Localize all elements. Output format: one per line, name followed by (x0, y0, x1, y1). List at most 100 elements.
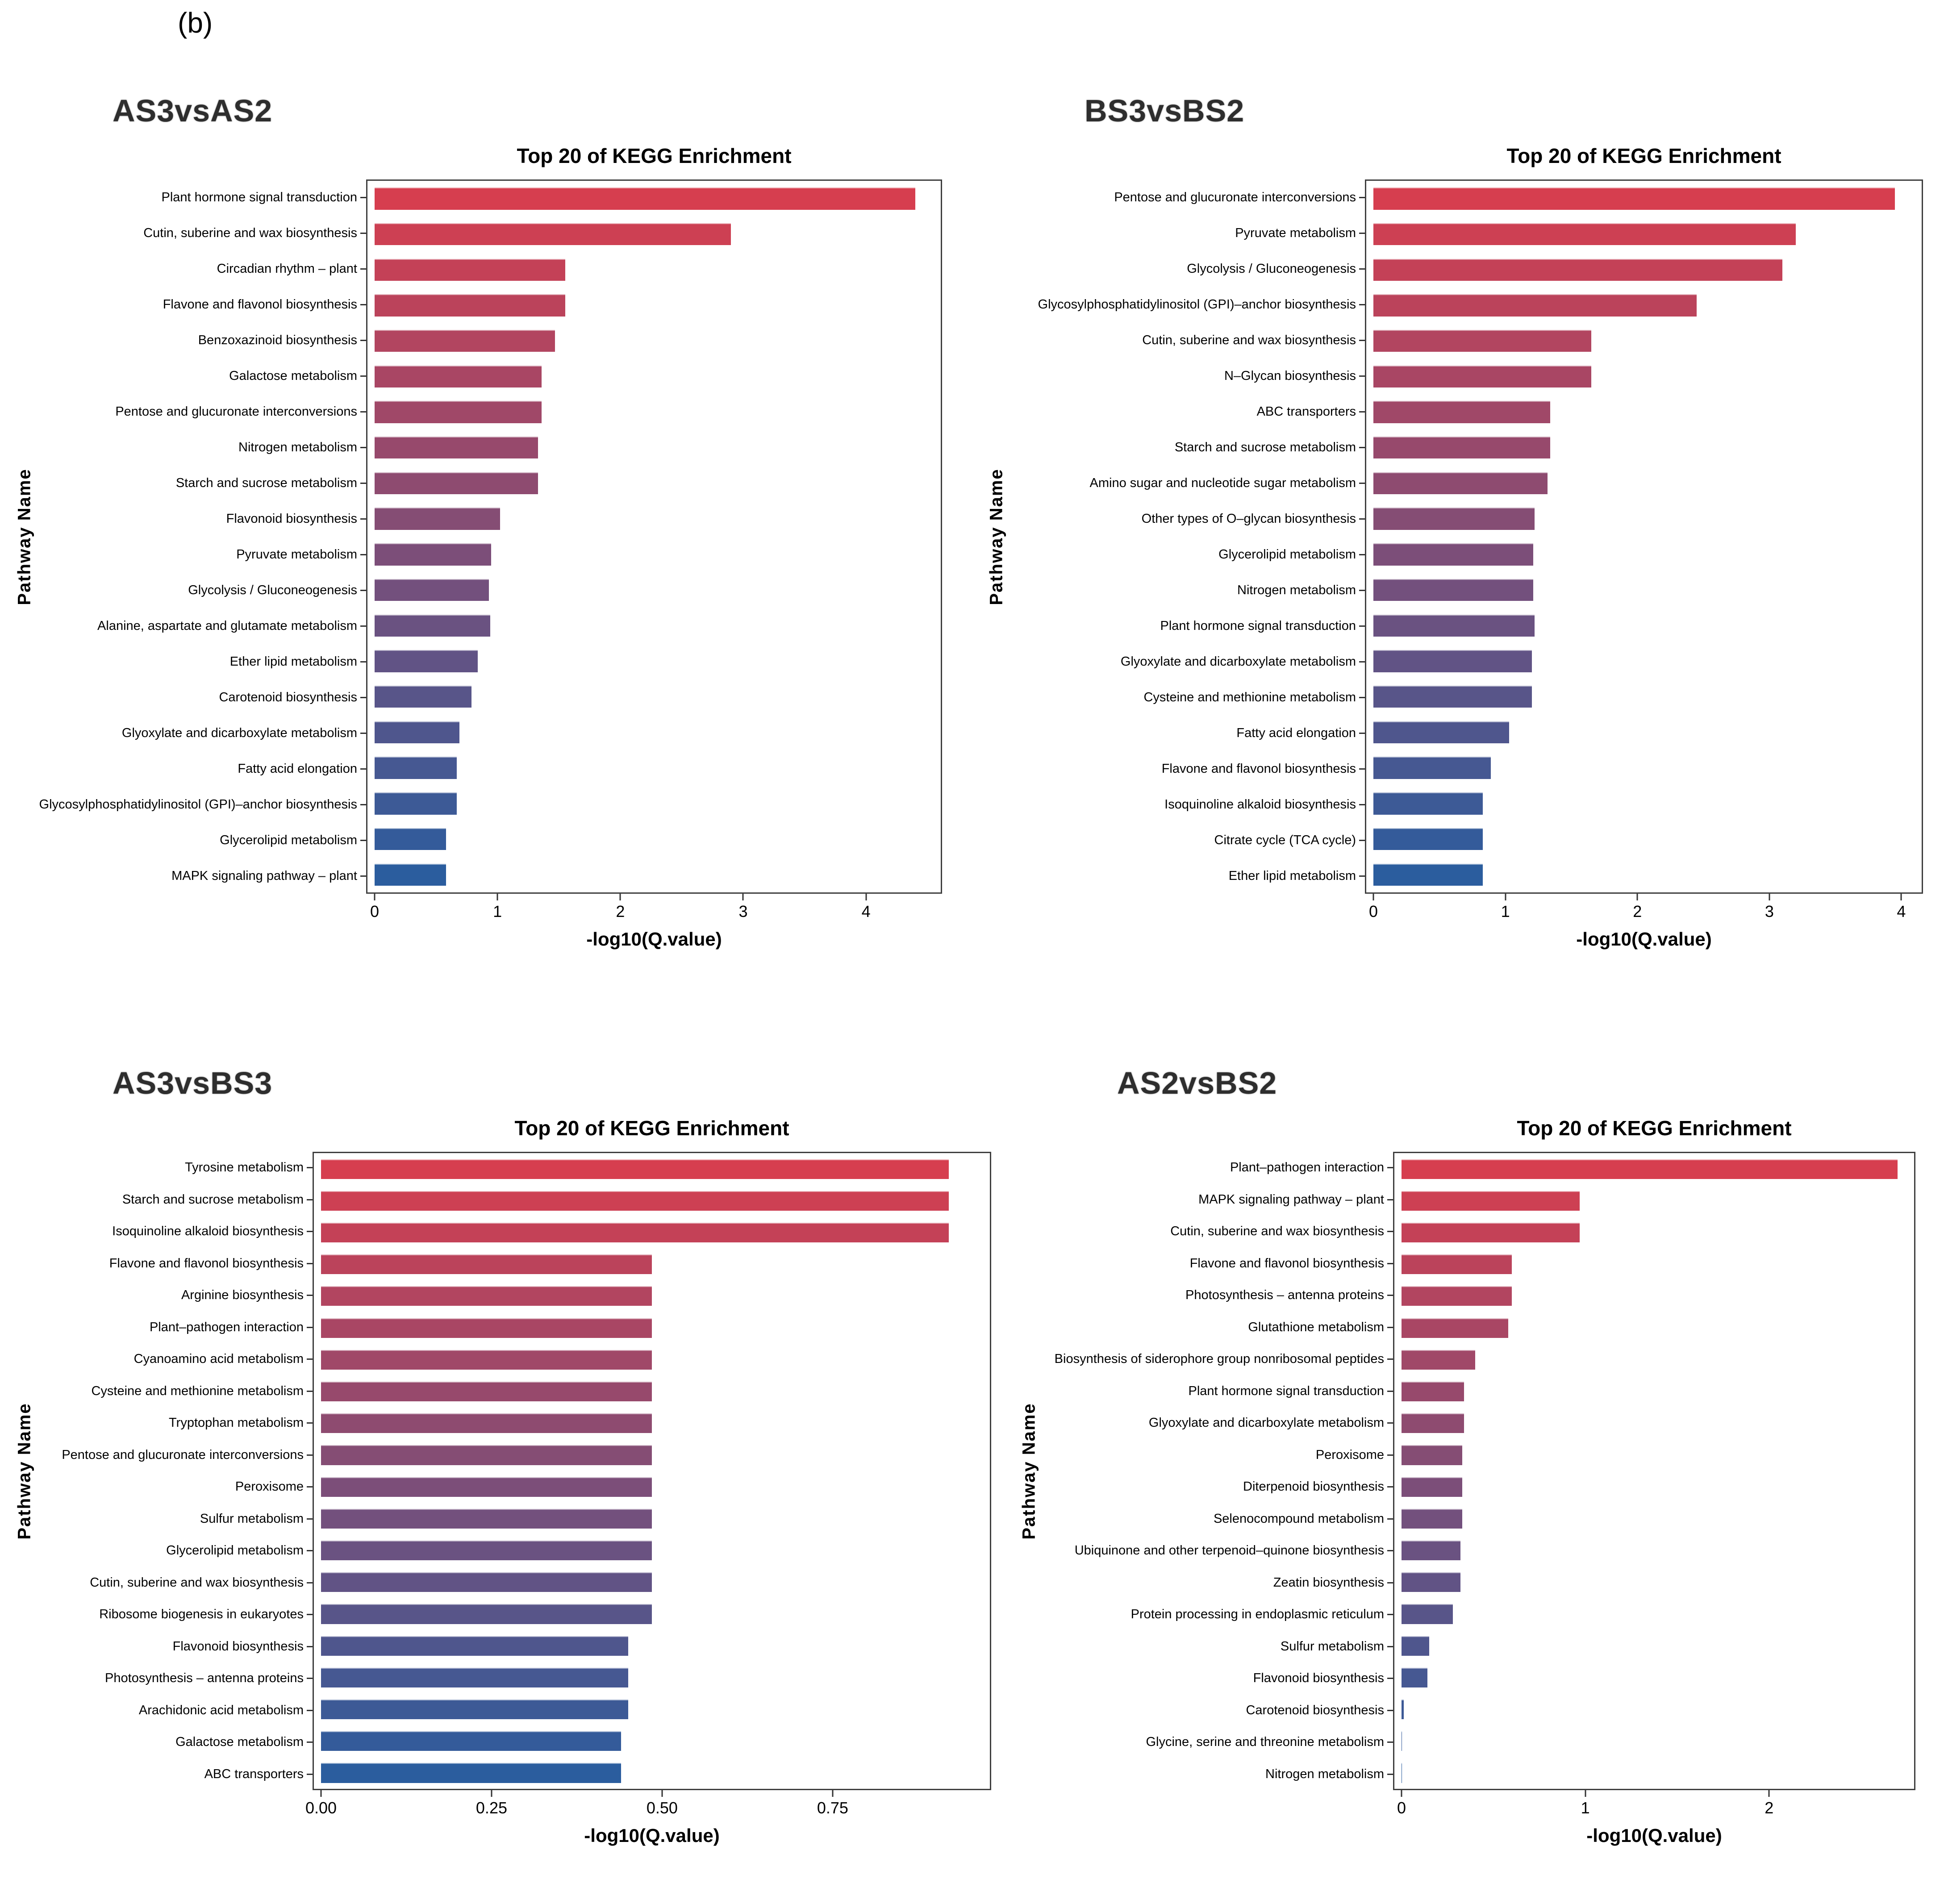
bar-row (314, 1662, 990, 1693)
chart-title-row: Top 20 of KEGG Enrichment (366, 144, 942, 168)
enrichment-bar (375, 579, 489, 601)
kegg-panel-AS3vsBS3: AS3vsBS3 Top 20 of KEGG Enrichment Pathway… (0, 1036, 1005, 1846)
pathway-row: Fatty acid elongation (1021, 715, 1365, 751)
pathway-label: Arginine biosynthesis (181, 1288, 304, 1303)
pathway-label: Benzoxazinoid biosynthesis (198, 333, 357, 347)
y-tick-mark (307, 1199, 313, 1200)
enrichment-bar (321, 1477, 652, 1497)
pathway-row: Diterpenoid biosynthesis (1054, 1471, 1393, 1503)
pathway-label: Fatty acid elongation (238, 761, 357, 776)
pathway-label: Starch and sucrose metabolism (175, 475, 357, 490)
pathway-row: Cysteine and methionine metabolism (1021, 679, 1365, 715)
pathway-row: Photosynthesis – antenna proteins (49, 1662, 313, 1695)
y-axis-label: Pathway Name (986, 468, 1006, 605)
y-tick-mark (307, 1295, 313, 1296)
y-tick-mark (307, 1262, 313, 1264)
bar-row (1394, 1249, 1914, 1280)
pathway-label: Cutin, suberine and wax biosynthesis (143, 225, 357, 240)
pathway-row: Plant hormone signal transduction (1054, 1375, 1393, 1408)
y-tick-mark (360, 411, 366, 412)
pathway-label: Circadian rhythm – plant (217, 261, 357, 276)
bar-row (1366, 430, 1922, 466)
enrichment-bar (1373, 187, 1895, 210)
bar-row (314, 1503, 990, 1534)
pathway-row: Plant hormone signal transduction (1021, 608, 1365, 644)
pathway-row: Nitrogen metabolism (1054, 1758, 1393, 1791)
y-tick-mark (360, 554, 366, 555)
bar-row (314, 1471, 990, 1503)
enrichment-bar (1373, 543, 1533, 566)
pathway-label: Photosynthesis – antenna proteins (105, 1671, 304, 1686)
pathway-label: Plant hormone signal transduction (161, 190, 357, 204)
pathway-label: Biosynthesis of siderophore group nonrib… (1054, 1352, 1384, 1367)
enrichment-bar (375, 365, 542, 388)
enrichment-bar (1402, 1699, 1404, 1720)
pathway-row: Protein processing in endoplasmic reticu… (1054, 1599, 1393, 1631)
bar-row (314, 1375, 990, 1407)
pathway-label: Ubiquinone and other terpenoid–quinone b… (1074, 1543, 1384, 1558)
x-tick-mark (1769, 894, 1770, 900)
x-tick-label: 1 (1581, 1799, 1590, 1817)
y-tick-mark (1359, 375, 1365, 377)
x-tick-mark (1636, 894, 1638, 900)
pathway-label: ABC transporters (204, 1767, 304, 1781)
chart-title: Top 20 of KEGG Enrichment (1506, 144, 1781, 167)
pathway-label: Glycosylphosphatidylinositol (GPI)–ancho… (39, 797, 357, 812)
enrichment-bar (321, 1222, 949, 1243)
bar-row (1394, 1693, 1914, 1725)
plot-area (313, 1152, 991, 1790)
bar-row (314, 1217, 990, 1248)
y-tick-mark (1359, 589, 1365, 591)
enrichment-bar (375, 650, 478, 672)
pathway-row: Cyanoamino acid metabolism (49, 1343, 313, 1375)
y-tick-mark (1359, 268, 1365, 270)
pathway-label: Starch and sucrose metabolism (122, 1192, 304, 1207)
bar-row (1394, 1312, 1914, 1344)
enrichment-bar (321, 1159, 949, 1179)
y-tick-mark (1387, 1742, 1393, 1743)
x-tick-label: 2 (1765, 1799, 1774, 1817)
bar-row (1366, 643, 1922, 679)
comparison-label: AS3vsBS3 (113, 1066, 273, 1100)
enrichment-bar (1373, 863, 1483, 886)
pathway-label: Glycolysis / Gluconeogenesis (1187, 261, 1356, 276)
enrichment-bar (1373, 757, 1491, 779)
plot-column: 0 1 2 3 4 -log10(Q.value) (1365, 179, 1923, 950)
pathway-row: Flavone and flavonol biosynthesis (49, 287, 366, 322)
pathway-row: Cysteine and methionine metabolism (49, 1375, 313, 1408)
bar-row (367, 537, 941, 572)
pathway-label: Cysteine and methionine metabolism (1143, 690, 1356, 704)
pathway-row: Cutin, suberine and wax biosynthesis (49, 1567, 313, 1599)
enrichment-bar (1402, 1222, 1580, 1243)
x-axis-label: -log10(Q.value) (586, 929, 722, 950)
pathway-row: Alanine, aspartate and glutamate metabol… (49, 608, 366, 644)
enrichment-bar (1373, 401, 1551, 423)
enrichment-bar (1402, 1508, 1462, 1529)
pathway-row: Nitrogen metabolism (1021, 572, 1365, 608)
y-tick-mark (1359, 196, 1365, 198)
x-tick-label: 0.25 (476, 1799, 507, 1817)
bar-row (1394, 1503, 1914, 1534)
enrichment-bar (321, 1286, 652, 1306)
y-tick-mark (307, 1422, 313, 1424)
pathway-row: Selenocompound metabolism (1054, 1503, 1393, 1535)
y-tick-mark (307, 1646, 313, 1647)
pathway-row: Cutin, suberine and wax biosynthesis (1054, 1216, 1393, 1248)
plot-column: 0 1 2 -log10(Q.value) (1393, 1152, 1915, 1846)
bar-row (367, 252, 941, 287)
y-tick-mark (1387, 1582, 1393, 1583)
bar-row (1366, 821, 1922, 857)
enrichment-bar (375, 792, 457, 815)
y-tick-mark (307, 1614, 313, 1616)
enrichment-bar (1373, 685, 1532, 708)
x-tick-label: 3 (738, 902, 748, 921)
x-tick-mark (661, 1790, 663, 1797)
bar-row (1394, 1408, 1914, 1439)
x-tick-mark (496, 894, 498, 900)
bar-row (314, 1185, 990, 1217)
pathway-label: Nitrogen metabolism (238, 440, 357, 454)
enrichment-bar (375, 437, 538, 459)
y-tick-mark (307, 1231, 313, 1233)
pathway-row: Plant hormone signal transduction (49, 179, 366, 215)
